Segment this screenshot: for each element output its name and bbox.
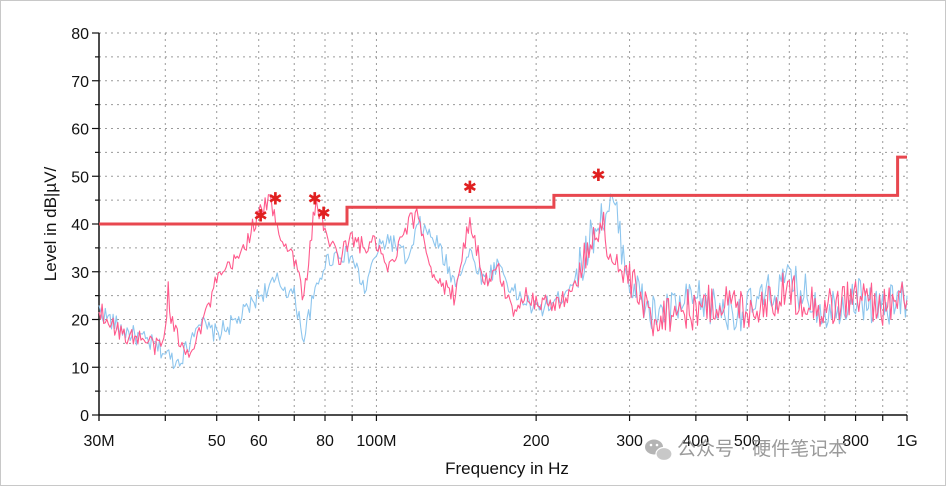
x-axis-label: Frequency in Hz (445, 459, 569, 478)
peak-marker: ✱ (316, 204, 330, 224)
series-line-blue (98, 193, 908, 370)
y-axis-label: Level in dB|µV/ (41, 167, 60, 282)
y-tick-label: 30 (71, 265, 89, 282)
peak-marker: ✱ (591, 166, 605, 186)
peak-marker: ✱ (254, 206, 268, 226)
x-tick-label: 200 (523, 433, 550, 450)
y-tick-label: 10 (71, 360, 89, 377)
y-tick-label: 60 (71, 122, 89, 139)
y-tick-label: 80 (71, 26, 89, 43)
peak-marker: ✱ (463, 178, 477, 198)
y-tick-label: 70 (71, 74, 89, 91)
y-tick-label: 0 (80, 408, 89, 425)
limit-line-group (99, 155, 907, 226)
x-tick-label: 500 (734, 433, 761, 450)
watermark: 公众号 · 硬件笔记本 (645, 438, 847, 462)
peak-marker: ✱ (308, 190, 322, 210)
x-tick-label: 800 (842, 433, 869, 450)
y-tick-label: 50 (71, 169, 89, 186)
series-group (98, 193, 908, 370)
grid (99, 32, 908, 416)
y-tick-label: 20 (71, 313, 89, 330)
x-tick-label: 80 (316, 433, 334, 450)
x-tick-label: 60 (250, 433, 268, 450)
axes (92, 32, 908, 421)
y-tick-label: 40 (71, 217, 89, 234)
peak-marker: ✱ (268, 190, 282, 210)
tick-labels: 0 10 20 30 40 50 60 70 80 30M 50 60 80 100M 200 300 400 5… (71, 26, 917, 450)
x-tick-label: 100M (356, 433, 396, 450)
series-line-pink (98, 194, 908, 358)
x-tick-label: 400 (683, 433, 710, 450)
x-tick-label: 50 (208, 433, 226, 450)
peaks-group: ✱✱ ✱✱✱✱ (254, 166, 606, 227)
limit-line (99, 155, 907, 226)
x-tick-label: 1G (896, 433, 917, 450)
x-tick-label: 300 (616, 433, 643, 450)
watermark-text: 公众号 · 硬件笔记本 (677, 438, 847, 460)
x-tick-label: 30M (83, 433, 114, 450)
wechat-icon (645, 439, 673, 462)
